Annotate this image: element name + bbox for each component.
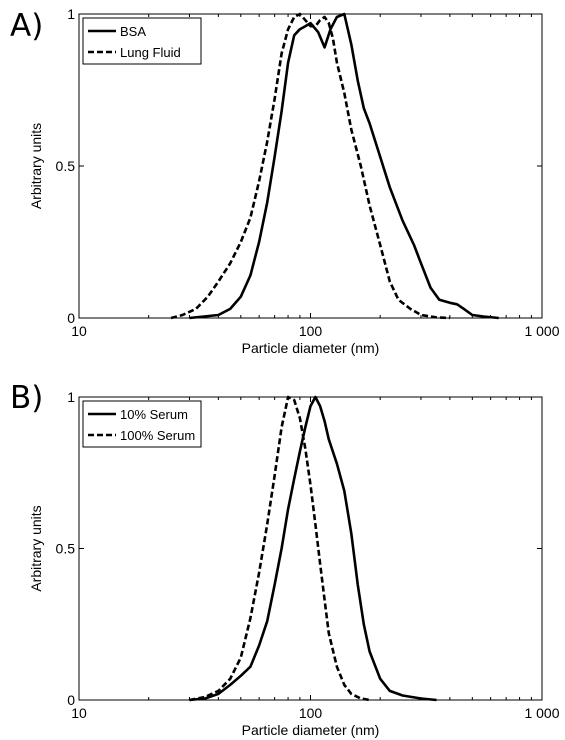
panel-b-ytick-label: 0 [67,692,75,708]
panel-b-ylabel: Arbitrary units [28,505,44,591]
panel-b-xtick-label: 10 [71,705,87,721]
panel-a-ytick-label: 0.5 [56,158,76,174]
panel-a-ylabel: Arbitrary units [28,123,44,209]
panel-a-series-solid-line [189,12,499,320]
panel-a-legend-label: BSA [120,24,146,39]
panel-a-legend-label: Lung Fluid [120,45,181,60]
panel-a-xlabel: Particle diameter (nm) [242,340,380,356]
panel-b-label: B) [10,380,44,416]
panel-b-legend-box [82,400,202,448]
panel-a-xtick-label: 100 [299,323,323,339]
panel-a-xtick-label: 10 [71,323,87,339]
panel-b-xtick-label: 1 000 [524,705,559,721]
panel-a-ytick-label: 0 [67,310,75,326]
panel-b-series-dashed-line [189,395,370,702]
panel-a-label: A) [10,8,44,44]
panel-b-legend-label: 10% Serum [120,407,188,422]
panel-b-xtick-label: 100 [299,705,323,721]
panel-a-ytick-label: 1 [67,6,75,22]
panel-a-legend-box [82,17,202,65]
panel-a-series-dashed-line [170,12,450,320]
panel-b-xlabel: Particle diameter (nm) [242,722,380,738]
panel-b-ytick-label: 1 [67,389,75,405]
panel-b-ytick-label: 0.5 [56,541,76,557]
panel-b-series-solid-line [189,395,437,702]
panel-a-xtick-label: 1 000 [524,323,559,339]
panel-b-legend-label: 100% Serum [120,428,195,443]
